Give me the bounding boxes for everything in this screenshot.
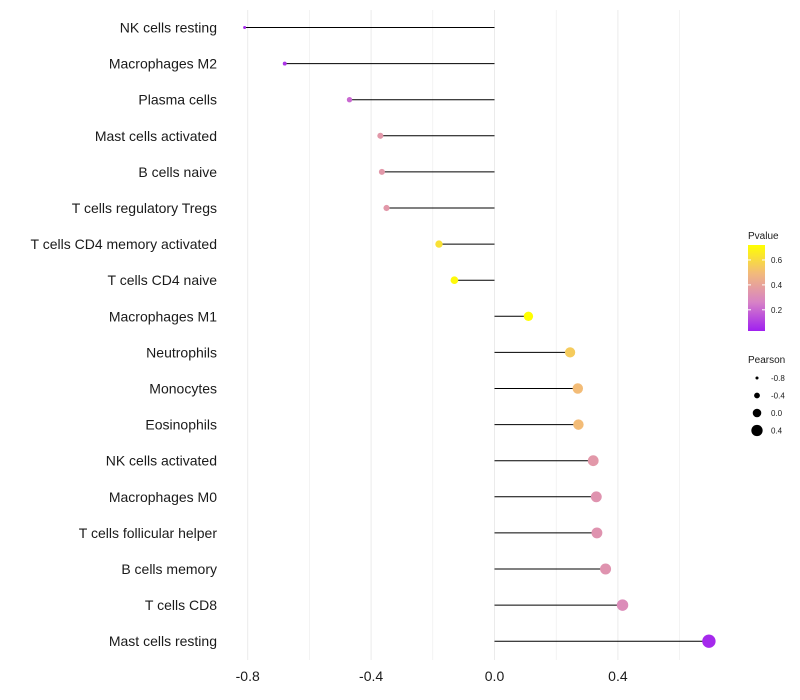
lollipop-points [243,26,716,648]
data-point [573,419,584,430]
pearson-legend-label: -0.8 [771,374,785,383]
y-axis-label: NK cells activated [106,453,217,469]
data-point [383,204,390,212]
y-axis-label: Mast cells activated [95,128,217,144]
y-axis-label: Mast cells resting [109,633,217,649]
data-point [243,26,247,29]
y-axis-label: Plasma cells [138,92,217,108]
data-point [572,383,584,394]
grid-lines [247,10,680,660]
data-point [564,347,576,358]
pearson-legend-label: -0.4 [771,392,785,401]
y-axis-label: T cells CD8 [145,597,217,613]
data-point [523,311,534,321]
x-tick-label: 0.4 [608,668,628,684]
y-axis-label: T cells follicular helper [79,525,218,541]
lollipop-stems [244,27,709,642]
data-point [450,276,459,285]
pearson-legend-key [755,376,759,380]
y-axis-label: Macrophages M1 [109,308,217,324]
data-point [378,168,385,175]
data-point [600,563,612,575]
pearson-legend: Pearson -0.8 -0.4 0.0 0.4 [748,355,785,437]
y-axis-label: T cells CD4 naive [108,272,218,288]
pearson-legend-label: 0.0 [771,409,783,418]
pvalue-colorbar [748,245,765,331]
y-axis-label: B cells memory [121,561,217,577]
pearson-legend-label: 0.4 [771,427,783,436]
pvalue-legend-title: Pvalue [748,231,779,242]
y-axis-labels: NK cells resting Macrophages M2 Plasma cel… [31,20,218,650]
data-point [590,491,602,503]
y-axis-label: Neutrophils [146,344,217,360]
pvalue-legend-tick: 0.6 [771,256,783,265]
y-axis-label: Eosinophils [145,417,217,433]
data-point [282,61,287,66]
y-axis-label: Monocytes [149,381,217,397]
x-tick-label: 0.0 [485,668,505,684]
data-point [377,132,384,139]
pearson-legend-title: Pearson [748,355,785,366]
pvalue-legend-tick: 0.4 [771,281,783,290]
data-point [591,527,603,539]
pearson-legend-key [754,392,760,399]
data-point [616,599,629,611]
data-point [435,240,443,248]
y-axis-label: B cells naive [138,164,217,180]
pvalue-legend-tick: 0.2 [771,306,783,315]
pvalue-legend: Pvalue 0.2 0.4 0.6 [748,231,783,331]
y-axis-label: T cells regulatory Tregs [72,200,217,216]
data-point [346,97,353,103]
data-point [587,455,599,467]
y-axis-label: Macrophages M2 [109,56,217,72]
x-axis-ticks: -0.8 -0.4 0.0 0.4 [236,668,628,684]
y-axis-label: T cells CD4 memory activated [31,236,217,252]
x-tick-label: -0.8 [236,668,260,684]
y-axis-label: NK cells resting [120,20,217,36]
pearson-legend-key [751,424,763,437]
data-point [702,634,716,648]
y-axis-label: Macrophages M0 [109,489,217,505]
x-tick-label: -0.4 [359,668,383,684]
pearson-legend-key [752,408,762,418]
